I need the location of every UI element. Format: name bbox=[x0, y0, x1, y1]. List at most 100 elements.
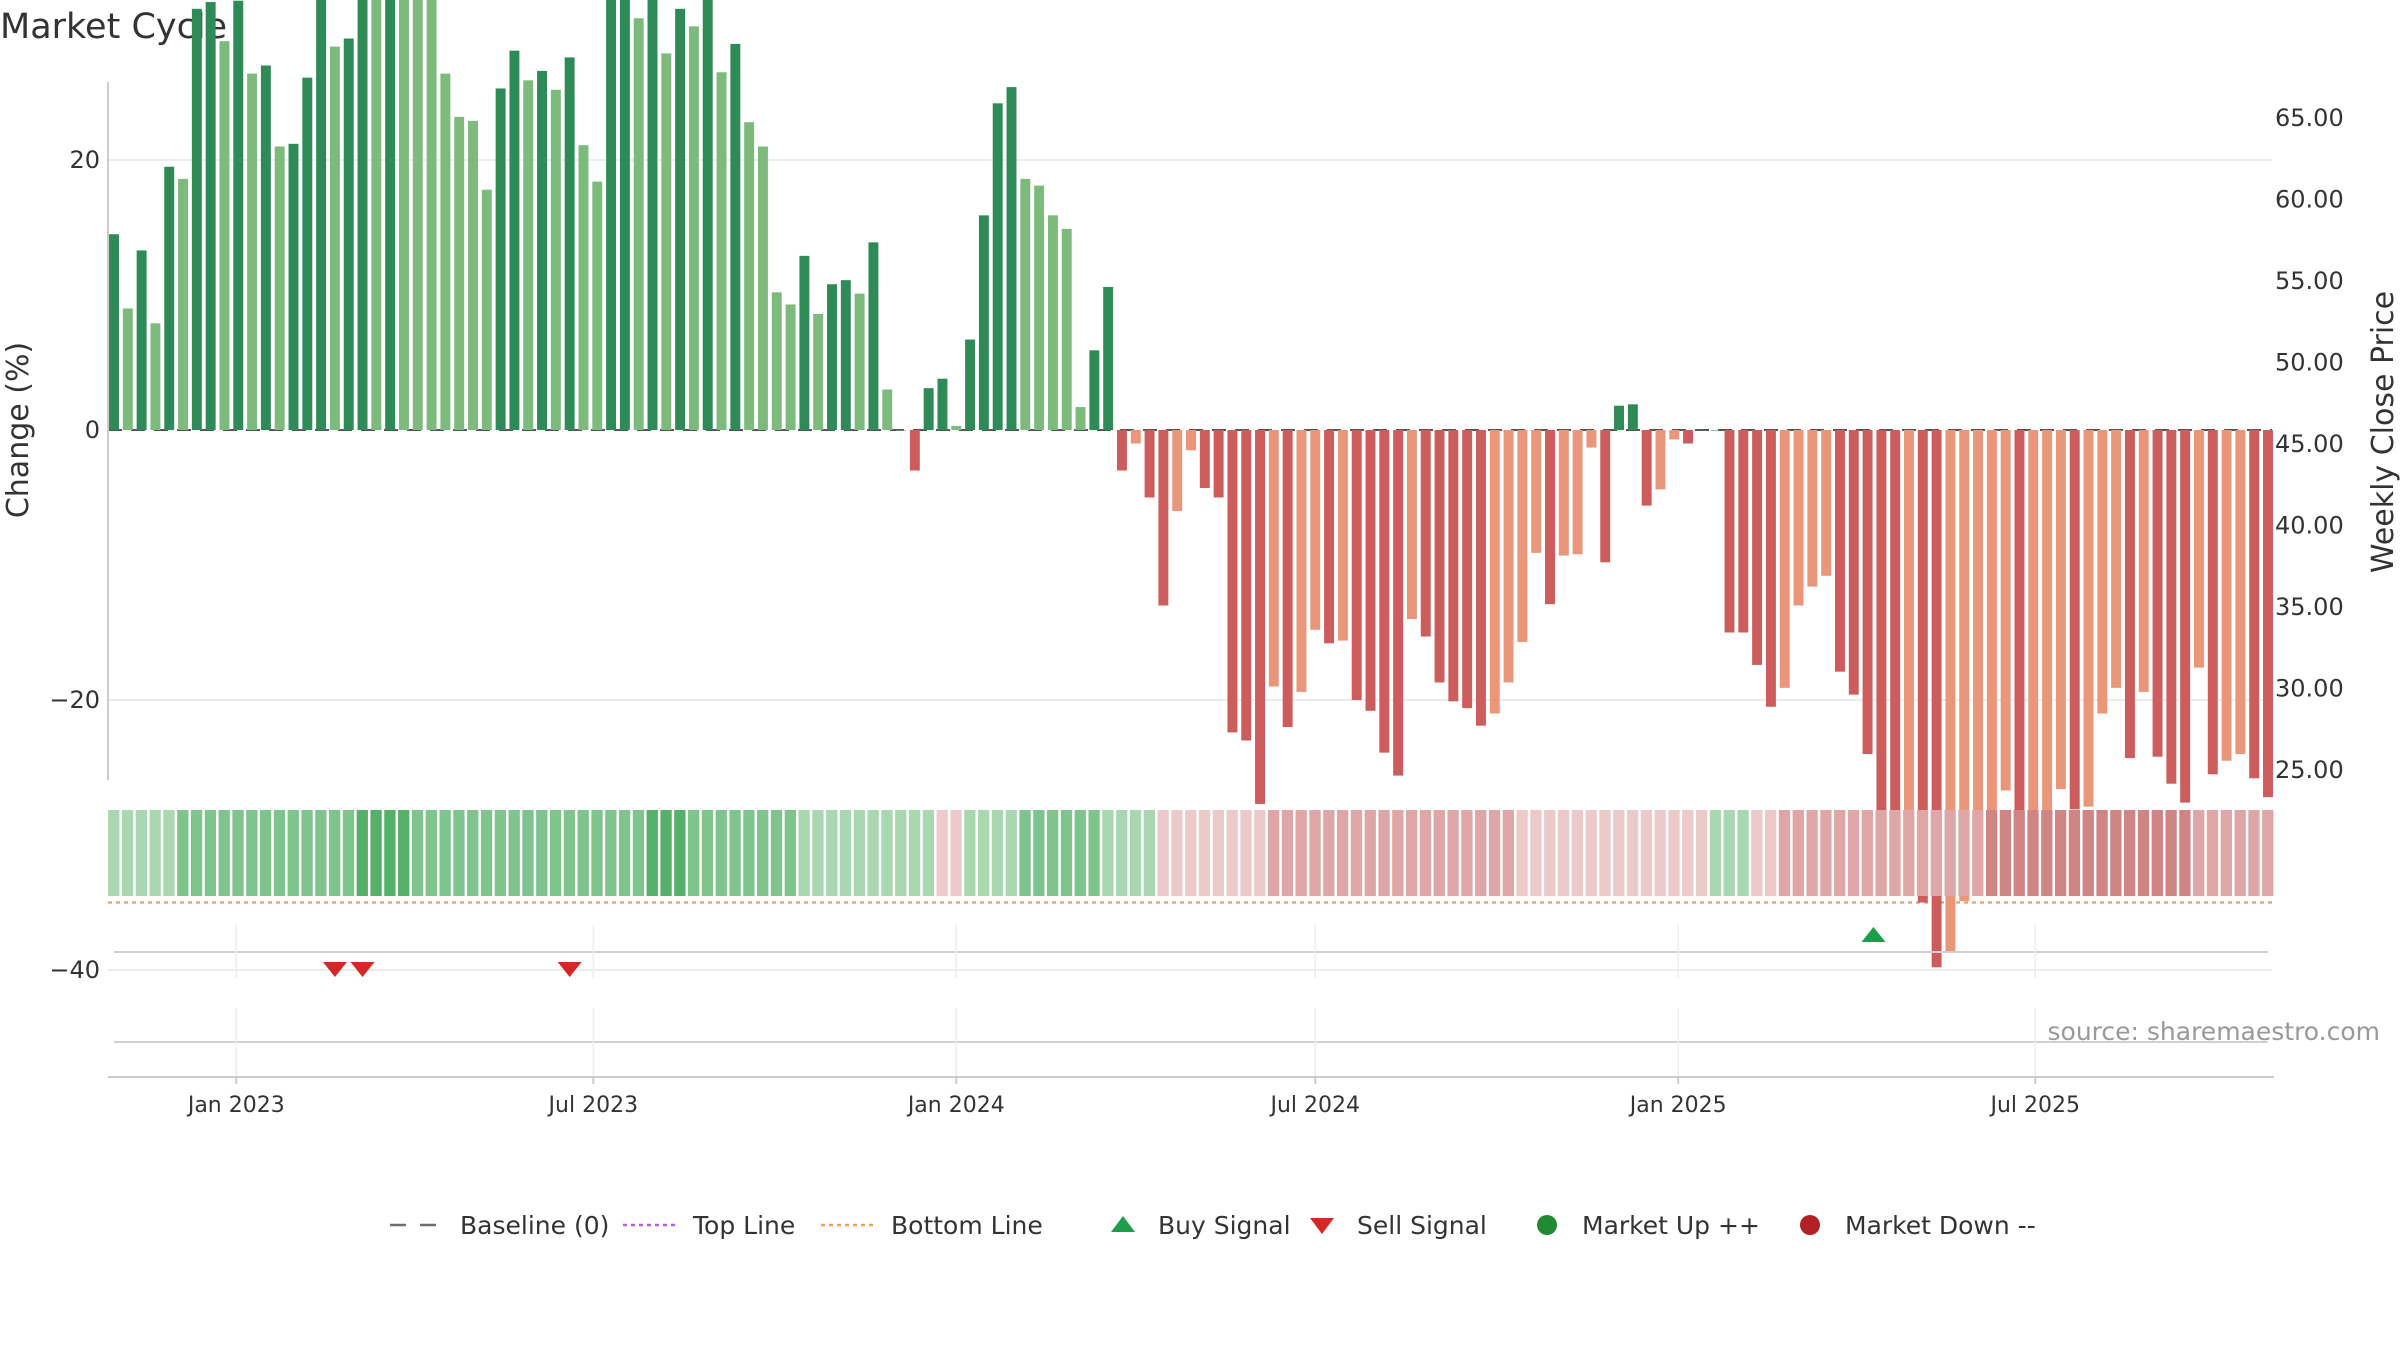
change-bar bbox=[1779, 430, 1790, 688]
change-bar bbox=[1517, 430, 1528, 642]
market-band-strip bbox=[108, 810, 2274, 896]
change-bar bbox=[840, 280, 851, 430]
band-cell bbox=[1530, 810, 1542, 896]
band-cell bbox=[1419, 810, 1432, 896]
band-cell bbox=[246, 810, 258, 896]
change-bar bbox=[771, 292, 782, 430]
change-bar bbox=[1848, 430, 1859, 695]
change-bar bbox=[454, 116, 465, 431]
band-cell bbox=[881, 810, 893, 896]
change-bar bbox=[688, 26, 699, 430]
band-cell bbox=[1157, 810, 1169, 896]
band-cell bbox=[1820, 810, 1832, 896]
band-cell bbox=[936, 810, 948, 896]
change-bar bbox=[1337, 430, 1348, 641]
change-bar bbox=[537, 70, 548, 431]
change-bar bbox=[619, 0, 630, 431]
change-bar bbox=[481, 189, 492, 430]
band-cell bbox=[1309, 810, 1321, 896]
band-cell bbox=[149, 810, 161, 896]
change-bar bbox=[247, 73, 258, 430]
change-bar bbox=[509, 50, 520, 431]
band-cell bbox=[1668, 810, 1680, 896]
band-cell bbox=[1019, 810, 1031, 896]
band-cell bbox=[2151, 810, 2163, 896]
band-cell bbox=[1613, 810, 1625, 896]
change-bar bbox=[398, 0, 409, 431]
change-bar bbox=[2083, 430, 2094, 807]
band-cell bbox=[356, 810, 368, 896]
legend-item: Buy Signal bbox=[1111, 1211, 1291, 1240]
band-cell bbox=[2027, 810, 2039, 896]
change-bar bbox=[606, 0, 617, 430]
change-bar bbox=[1669, 430, 1680, 440]
band-cell bbox=[977, 810, 990, 896]
band-cell bbox=[342, 810, 355, 896]
source-credit: source: sharemaestro.com bbox=[2048, 1017, 2381, 1046]
band-cell bbox=[1226, 810, 1238, 896]
change-bar bbox=[1462, 430, 1473, 709]
change-bar bbox=[1503, 430, 1514, 683]
band-cell bbox=[425, 810, 437, 896]
band-cell bbox=[812, 810, 824, 896]
band-cell bbox=[1060, 810, 1073, 896]
change-bar bbox=[2069, 430, 2080, 810]
band-cell bbox=[177, 810, 189, 896]
change-bar bbox=[1034, 185, 1045, 430]
change-bar bbox=[2180, 430, 2191, 803]
change-bar bbox=[923, 388, 934, 430]
change-bar bbox=[1268, 430, 1279, 687]
change-bar bbox=[813, 313, 824, 430]
band-cell bbox=[2165, 810, 2177, 896]
band-cell bbox=[1571, 810, 1584, 896]
change-bar bbox=[1393, 430, 1404, 776]
band-cell bbox=[660, 810, 672, 896]
change-bar bbox=[1020, 178, 1031, 430]
change-bar bbox=[854, 293, 865, 430]
change-bar bbox=[661, 53, 672, 430]
y2-tick-label: 25.00 bbox=[2275, 756, 2344, 784]
legend-item: Top Line bbox=[623, 1211, 795, 1240]
change-bar bbox=[1144, 430, 1155, 498]
band-cell bbox=[315, 810, 327, 896]
y2-tick-label: 40.00 bbox=[2275, 512, 2344, 540]
change-bar bbox=[1130, 430, 1141, 444]
axes: −40−200204025.0030.0035.0040.0045.0050.0… bbox=[1, 82, 2400, 984]
legend-label: Bottom Line bbox=[891, 1211, 1043, 1240]
band-cell bbox=[1406, 810, 1418, 896]
band-cell bbox=[1516, 810, 1528, 896]
band-cell bbox=[204, 810, 217, 896]
change-bar bbox=[1655, 430, 1666, 490]
change-bar bbox=[1186, 430, 1196, 451]
band-cell bbox=[605, 810, 617, 896]
band-cell bbox=[2013, 810, 2025, 896]
change-bar bbox=[550, 89, 561, 431]
change-bar bbox=[1696, 430, 1707, 431]
change-bar bbox=[1158, 430, 1169, 606]
change-bar bbox=[329, 46, 340, 430]
change-bar bbox=[1973, 430, 1984, 892]
x-tick-label: Jan 2023 bbox=[186, 1093, 285, 1118]
band-cell bbox=[439, 810, 451, 896]
band-cell bbox=[1336, 810, 1349, 896]
change-bar bbox=[191, 8, 202, 431]
band-cell bbox=[2262, 810, 2274, 896]
change-bar bbox=[205, 2, 216, 431]
y2-tick-label: 35.00 bbox=[2275, 593, 2344, 621]
change-bar bbox=[702, 0, 713, 431]
band-cell bbox=[259, 810, 272, 896]
change-bar bbox=[495, 88, 506, 430]
band-cell bbox=[798, 810, 810, 896]
change-bar bbox=[978, 215, 989, 430]
change-bar bbox=[2152, 430, 2163, 757]
change-bar bbox=[1862, 430, 1873, 754]
change-bar bbox=[1199, 430, 1210, 489]
band-cell bbox=[867, 810, 879, 896]
legend-marker bbox=[1800, 1215, 1820, 1235]
change-bar bbox=[288, 143, 299, 431]
legend-item: Baseline (0) bbox=[390, 1211, 609, 1240]
change-bar bbox=[1904, 430, 1914, 835]
x-tick-label: Jan 2025 bbox=[1628, 1093, 1727, 1118]
band-cell bbox=[1585, 810, 1597, 896]
legend-label: Market Up ++ bbox=[1582, 1211, 1760, 1240]
